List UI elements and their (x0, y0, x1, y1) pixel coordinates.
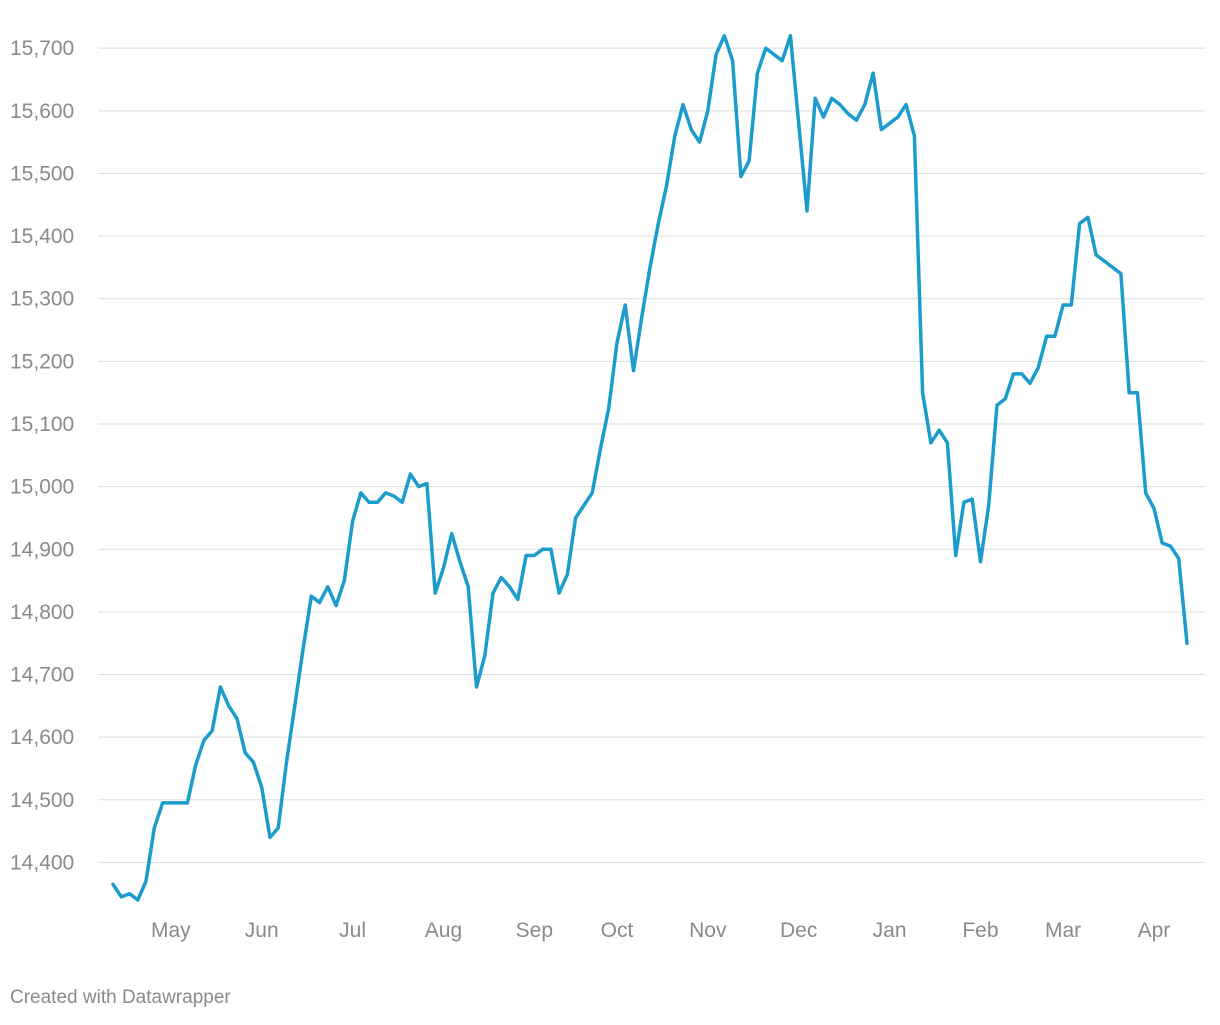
y-tick-label: 14,500 (10, 789, 74, 812)
y-tick-label: 14,400 (10, 851, 74, 874)
x-tick-label: Jan (873, 919, 907, 942)
y-tick-label: 15,600 (10, 100, 74, 123)
x-tick-label: Aug (425, 919, 462, 942)
y-tick-label: 15,700 (10, 37, 74, 60)
y-tick-label: 15,200 (10, 350, 74, 373)
y-tick-label: 15,500 (10, 162, 74, 185)
x-tick-label: Jul (339, 919, 366, 942)
y-tick-label: 15,100 (10, 413, 74, 436)
x-tick-label: Sep (516, 919, 553, 942)
x-tick-label: Oct (601, 919, 634, 942)
line (111, 33, 1189, 902)
x-tick-label: Nov (689, 919, 727, 942)
x-tick-label: May (151, 919, 191, 942)
y-tick-label: 15,000 (10, 476, 74, 499)
x-tick-label: Apr (1138, 919, 1171, 942)
x-tick-label: Dec (780, 919, 817, 942)
y-tick-label: 14,600 (10, 726, 74, 749)
y-tick-label: 14,900 (10, 538, 74, 561)
y-tick-label: 15,400 (10, 225, 74, 248)
x-tick-label: Mar (1045, 919, 1081, 942)
x-tick-label: Feb (962, 919, 998, 942)
y-tick-label: 15,300 (10, 288, 74, 311)
y-tick-label: 14,800 (10, 601, 74, 624)
footer: Created with Datawrapper (10, 987, 231, 1008)
y-tick-label: 14,700 (10, 664, 74, 687)
x-tick-label: Jun (245, 919, 279, 942)
